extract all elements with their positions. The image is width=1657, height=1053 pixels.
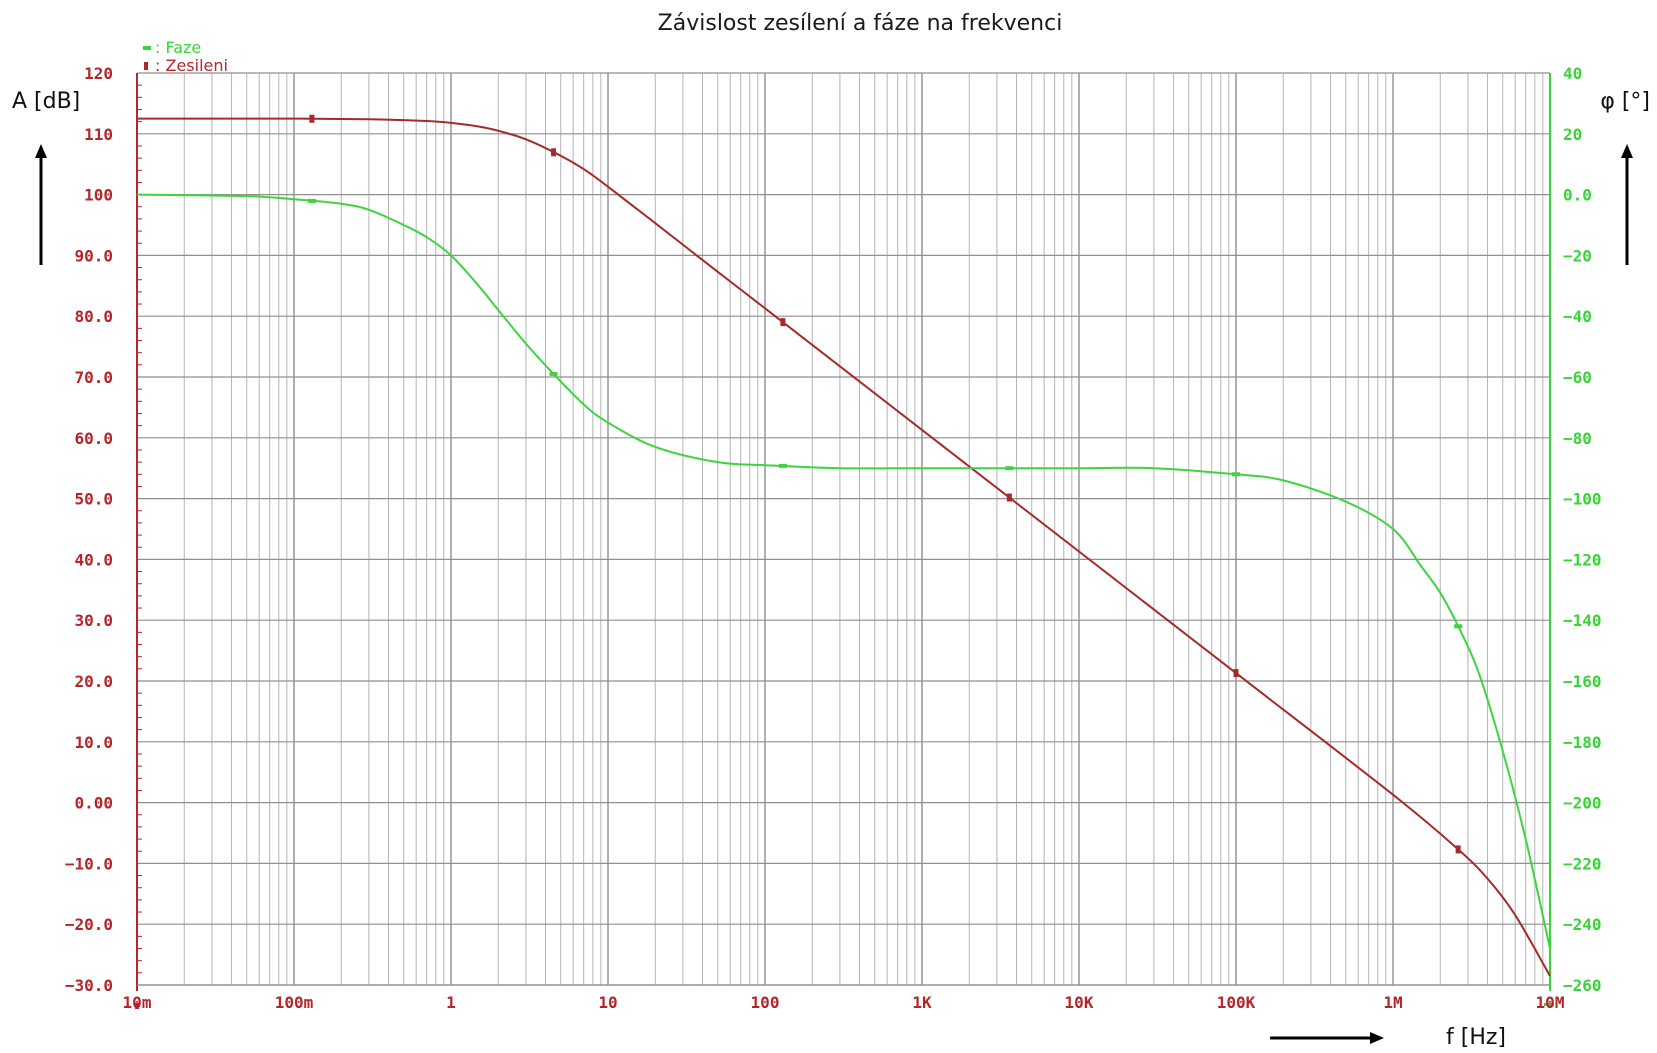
x-tick-label: 1K [912,993,932,1012]
y-axis-arrow-right [1621,144,1633,265]
series-marker-faze [1005,466,1014,471]
legend-zesileni-label: : Zesileni [155,56,228,75]
y-tick-label-left: 110 [84,125,113,144]
y-tick-label-left: 120 [84,64,113,83]
y-tick-label-right: −220 [1563,854,1602,873]
series-marker-zesileni [780,318,786,327]
y-tick-label-left: −20.0 [65,915,113,934]
x-axis-start-marker [135,1003,139,1009]
y-tick-label-right: −180 [1563,733,1602,752]
series-marker-faze [307,198,316,203]
y-tick-label-left: 100 [84,186,113,205]
y-tick-label-right: −100 [1563,490,1602,509]
y-tick-label-right: −260 [1563,976,1602,995]
y-tick-label-left: 0.00 [74,794,113,813]
x-tick-label: 1M [1383,993,1402,1012]
x-tick-label: 100K [1217,993,1256,1012]
series-line-faze [136,193,1551,949]
x-axis-title: f [Hz] [1446,1025,1506,1050]
series-marker-faze [778,463,787,468]
series-marker-zesileni [551,148,557,157]
series-marker-zesileni [1455,845,1461,854]
y-tick-label-left: 50.0 [74,490,113,509]
x-tick-label: 10 [598,993,617,1012]
y-tick-label-left: 80.0 [74,307,113,326]
grid [136,72,1550,986]
y-tick-label-left: 70.0 [74,368,113,387]
x-tick-label: 100 [751,993,780,1012]
series-marker-zesileni [1006,493,1012,502]
x-axis-ticks: 10m 100m 1 10 100 1K 10K 100K 1M 10M [123,993,1565,1012]
y-tick-label-right: −80 [1563,429,1592,448]
y-tick-label-right: 20 [1563,125,1582,144]
x-tick-label: 10K [1065,993,1094,1012]
y-tick-label-right: −40 [1563,307,1592,326]
y-tick-label-right: 0.0 [1563,186,1592,205]
legend-zesileni-swatch [144,62,148,70]
y-tick-label-right: −120 [1563,550,1602,569]
y-axis-arrow-left [35,144,47,265]
x-tick-label: 10m [123,993,152,1012]
chart-title: Závislost zesílení a fáze na frekvenci [658,11,1063,36]
series-line-zesileni [137,117,1551,977]
x-tick-label: 10M [1536,993,1565,1012]
series-marker-faze [549,371,558,376]
y-tick-label-left: −30.0 [65,976,113,995]
x-axis-end-marker [1544,1003,1554,1006]
y-axis-title-right: φ [°] [1600,89,1650,114]
y-axis-ticks-left: 120 110 100 90.0 80.0 70.0 60.0 50.0 40.0 30.0 20.… [65,64,142,995]
legend-faze-label: : Faze [155,38,201,57]
y-tick-label-left: 90.0 [74,246,113,265]
y-tick-label-left: 20.0 [74,672,113,691]
y-tick-label-right: −20 [1563,246,1592,265]
y-tick-label-left: −10.0 [65,854,113,873]
x-tick-label: 100m [275,993,314,1012]
y-tick-label-left: 30.0 [74,611,113,630]
y-tick-label-right: −60 [1563,368,1592,387]
series-marker-faze [1232,472,1240,477]
y-tick-label-left: 40.0 [74,550,113,569]
series-marker-zesileni [309,114,315,123]
y-axis-ticks-right: 40 20 0.0 −20 −40 −60 −80 −100 −120 −140 −160 −180 −… [1563,64,1602,995]
x-tick-label: 1 [446,993,456,1012]
y-tick-label-right: 40 [1563,64,1582,83]
legend-faze-swatch [143,46,151,50]
legend: : Faze : Zesileni [143,38,228,75]
y-tick-label-right: −200 [1563,794,1602,813]
series-marker-zesileni [1233,669,1239,678]
y-tick-label-right: −140 [1563,611,1602,630]
series-marker-faze [1454,624,1463,629]
series-layer [136,114,1551,977]
y-tick-label-right: −160 [1563,672,1602,691]
y-tick-label-right: −240 [1563,915,1602,934]
y-axis-title-left: A [dB] [12,89,80,114]
axes [135,73,1554,1009]
y-tick-label-left: 60.0 [74,429,113,448]
x-axis-arrow [1270,1032,1384,1044]
y-tick-label-left: 10.0 [74,733,113,752]
